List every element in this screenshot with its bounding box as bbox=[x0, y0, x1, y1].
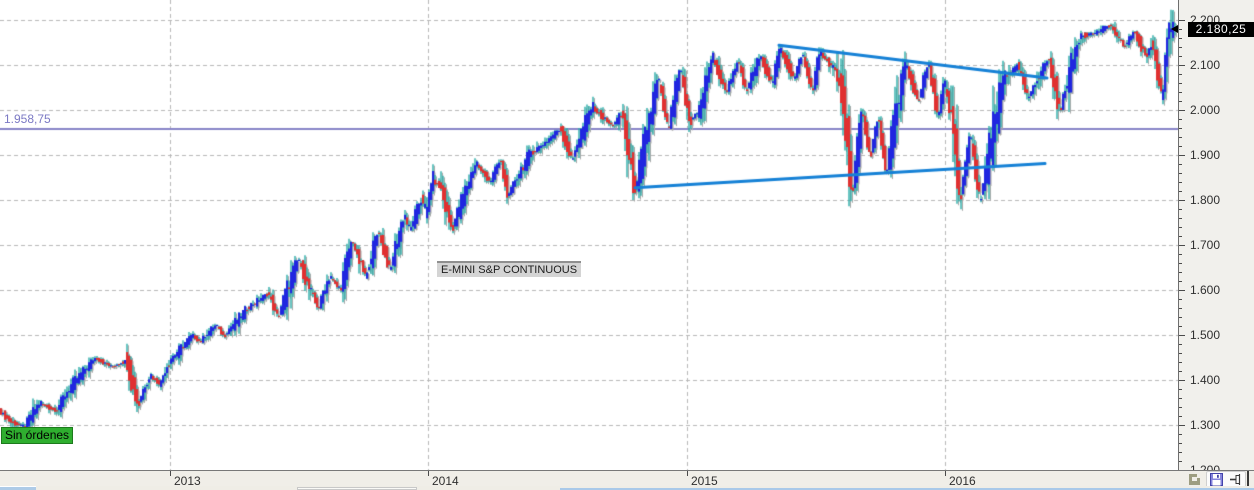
chart-plot-area[interactable] bbox=[0, 0, 1178, 470]
chart-tool-icon bbox=[1188, 474, 1200, 485]
price-tick bbox=[1179, 65, 1185, 66]
price-axis[interactable]: 2.200 2.100 2.000 1.900 1.800 1.700 1.600 1.500… bbox=[1178, 0, 1254, 470]
price-tick-label: 1.600 bbox=[1190, 283, 1221, 297]
price-tick-label: 1.400 bbox=[1190, 373, 1221, 387]
price-tick-label: 2.100 bbox=[1190, 58, 1221, 72]
price-tick bbox=[1179, 461, 1182, 462]
price-tick bbox=[1179, 452, 1182, 453]
price-tick bbox=[1179, 299, 1182, 300]
price-tick bbox=[1179, 164, 1182, 165]
price-tick bbox=[1179, 434, 1182, 435]
price-tick-label: 2.000 bbox=[1190, 103, 1221, 117]
price-tick bbox=[1179, 47, 1182, 48]
price-tick bbox=[1179, 155, 1185, 156]
price-tick bbox=[1179, 308, 1182, 309]
chart-mini-toolbar bbox=[1184, 471, 1246, 488]
price-tick bbox=[1179, 20, 1185, 21]
price-tick bbox=[1179, 443, 1182, 444]
price-tick bbox=[1179, 209, 1182, 210]
price-tick bbox=[1179, 353, 1182, 354]
price-tick bbox=[1179, 326, 1182, 327]
price-tick bbox=[1179, 119, 1182, 120]
current-price-arrow-icon bbox=[1171, 25, 1178, 33]
price-tick bbox=[1179, 92, 1182, 93]
price-tick bbox=[1179, 398, 1182, 399]
price-tick bbox=[1179, 281, 1182, 282]
year-tick-label: 2013 bbox=[174, 474, 201, 488]
price-tick bbox=[1179, 101, 1182, 102]
price-tick bbox=[1179, 254, 1182, 255]
price-tick bbox=[1179, 182, 1182, 183]
instrument-label: E-MINI S&P CONTINUOUS bbox=[437, 261, 582, 277]
chart-tool-button[interactable] bbox=[1184, 471, 1203, 488]
price-tick bbox=[1179, 173, 1182, 174]
price-tick-label: 1.800 bbox=[1190, 193, 1221, 207]
price-tick bbox=[1179, 200, 1185, 201]
price-tick bbox=[1179, 191, 1182, 192]
price-tick bbox=[1179, 83, 1182, 84]
price-tick bbox=[1179, 380, 1185, 381]
price-tick bbox=[1179, 74, 1182, 75]
price-tick bbox=[1179, 290, 1185, 291]
price-tick bbox=[1179, 407, 1182, 408]
time-axis[interactable]: 2013 2014 2015 2016 bbox=[0, 470, 1254, 490]
price-tick bbox=[1179, 371, 1182, 372]
year-tick-label: 2016 bbox=[949, 474, 976, 488]
year-tick bbox=[945, 471, 946, 476]
price-tick bbox=[1179, 425, 1185, 426]
current-price-badge: 2.180,25 bbox=[1188, 22, 1254, 37]
level-line-label: 1.958,75 bbox=[4, 112, 51, 126]
save-pin-button-group bbox=[1206, 471, 1246, 488]
price-tick bbox=[1179, 218, 1182, 219]
year-tick bbox=[687, 471, 688, 476]
price-tick-label: 1.300 bbox=[1190, 418, 1221, 432]
price-tick bbox=[1179, 245, 1185, 246]
price-tick bbox=[1179, 272, 1182, 273]
window-edge-line bbox=[560, 488, 1254, 490]
price-tick bbox=[1179, 146, 1182, 147]
pin-icon bbox=[1230, 474, 1241, 485]
panel-edge-divider bbox=[1247, 471, 1249, 488]
price-tick bbox=[1179, 317, 1182, 318]
price-tick bbox=[1179, 137, 1182, 138]
horizontal-scrollbar[interactable] bbox=[0, 486, 1254, 490]
price-tick-label: 1.900 bbox=[1190, 148, 1221, 162]
price-tick bbox=[1179, 362, 1182, 363]
price-tick bbox=[1179, 227, 1182, 228]
year-tick bbox=[170, 471, 171, 476]
orders-status-badge: Sin órdenes bbox=[1, 427, 74, 444]
price-tick-label: 1.500 bbox=[1190, 328, 1221, 342]
price-tick bbox=[1179, 38, 1182, 39]
price-tick bbox=[1179, 236, 1182, 237]
price-tick bbox=[1179, 29, 1182, 30]
year-tick-label: 2014 bbox=[432, 474, 459, 488]
year-tick-label: 2015 bbox=[691, 474, 718, 488]
price-tick bbox=[1179, 335, 1185, 336]
save-button[interactable] bbox=[1207, 471, 1226, 488]
price-tick bbox=[1179, 389, 1182, 390]
price-tick-label: 1.200 bbox=[1190, 463, 1221, 470]
pin-button[interactable] bbox=[1226, 471, 1245, 488]
price-tick bbox=[1179, 344, 1182, 345]
save-icon bbox=[1210, 473, 1223, 486]
price-tick bbox=[1179, 263, 1182, 264]
price-tick bbox=[1179, 128, 1182, 129]
price-tick bbox=[1179, 416, 1182, 417]
price-tick-label: 1.700 bbox=[1190, 238, 1221, 252]
scrollbar-thumb[interactable] bbox=[0, 486, 36, 490]
price-tick bbox=[1179, 56, 1182, 57]
year-tick bbox=[428, 471, 429, 476]
price-tick bbox=[1179, 110, 1185, 111]
